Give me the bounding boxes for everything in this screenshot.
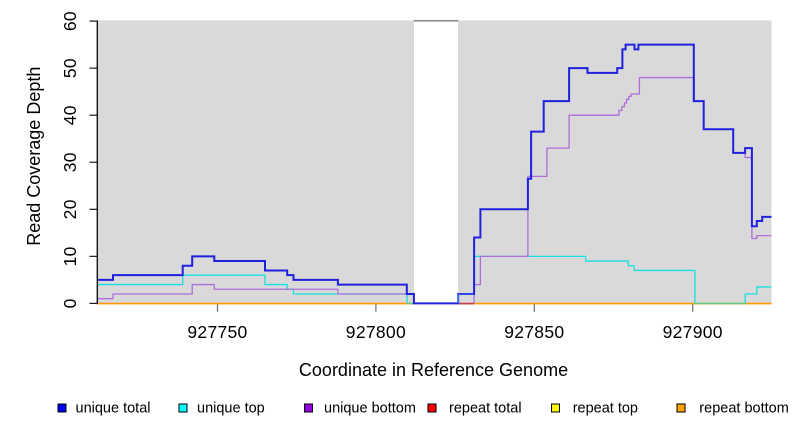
- svg-text:60: 60: [60, 11, 80, 31]
- svg-text:927750: 927750: [187, 322, 247, 342]
- svg-text:unique bottom: unique bottom: [324, 401, 416, 417]
- svg-text:0: 0: [60, 298, 80, 308]
- svg-text:927900: 927900: [663, 322, 723, 342]
- svg-text:repeat total: repeat total: [449, 401, 522, 417]
- svg-text:40: 40: [60, 105, 80, 125]
- svg-text:30: 30: [60, 152, 80, 172]
- svg-text:927800: 927800: [346, 322, 406, 342]
- svg-text:repeat bottom: repeat bottom: [699, 401, 788, 417]
- svg-text:Coordinate in Reference Genome: Coordinate in Reference Genome: [299, 360, 568, 380]
- svg-text:Read Coverage Depth: Read Coverage Depth: [24, 67, 44, 246]
- svg-text:10: 10: [60, 246, 80, 266]
- svg-text:unique top: unique top: [197, 401, 265, 417]
- svg-text:927850: 927850: [504, 322, 564, 342]
- svg-text:50: 50: [60, 58, 80, 78]
- svg-text:repeat top: repeat top: [573, 401, 638, 417]
- svg-text:unique total: unique total: [76, 401, 151, 417]
- svg-text:20: 20: [60, 199, 80, 219]
